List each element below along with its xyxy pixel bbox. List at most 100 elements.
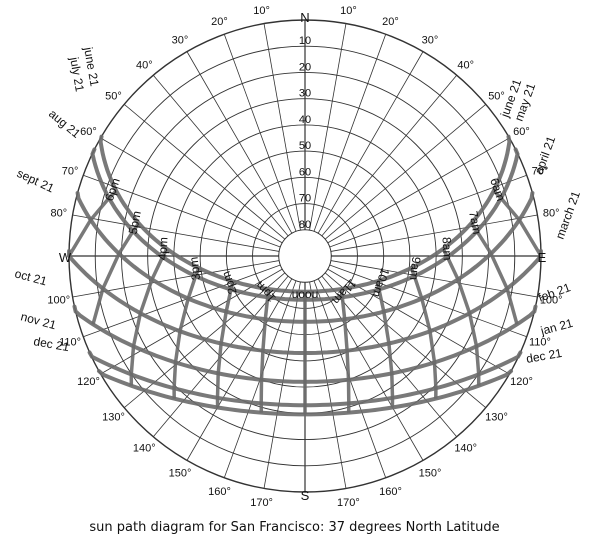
hour-line	[129, 248, 169, 386]
hour-line	[469, 222, 519, 325]
hour-label: 1pm	[253, 278, 279, 305]
date-label-left-oct: oct 21	[13, 266, 49, 288]
azimuth-label: 70°	[532, 165, 549, 177]
azimuth-label: 10°	[340, 5, 357, 17]
azimuth-label: 160°	[379, 486, 402, 498]
azimuth-label: 20°	[211, 16, 228, 28]
azimuth-label: 30°	[172, 34, 189, 46]
azimuth-label: 70°	[62, 165, 79, 177]
date-label-left-nov: nov 21	[19, 309, 58, 332]
altitude-label: 10	[299, 35, 311, 47]
hour-label: 4pm	[155, 237, 170, 261]
hour-line	[492, 189, 543, 257]
azimuth-label: 40°	[136, 59, 153, 71]
azimuth-line	[263, 281, 301, 489]
compass-west: W	[59, 250, 72, 265]
azimuth-line	[186, 278, 293, 461]
azimuth-label: 140°	[133, 443, 156, 455]
compass-east: E	[538, 250, 547, 265]
azimuth-label: 100°	[47, 294, 70, 306]
azimuth-label: 130°	[102, 412, 125, 424]
altitude-label: 40	[299, 114, 311, 126]
azimuth-line	[327, 137, 510, 244]
azimuth-line	[100, 137, 283, 244]
altitude-label: 80	[299, 219, 311, 231]
hour-label: 5pm	[126, 210, 144, 236]
azimuth-line	[72, 214, 280, 252]
azimuth-label: 20°	[382, 16, 399, 28]
azimuth-label: 110°	[529, 337, 551, 349]
hour-label: 3pm	[187, 256, 204, 281]
azimuth-label: 80°	[50, 208, 67, 220]
altitude-label: 50	[299, 140, 311, 152]
azimuth-label: 120°	[77, 376, 100, 388]
azimuth-label: 160°	[208, 486, 231, 498]
hour-line	[215, 280, 235, 408]
diagram-labels: 10 20 30 40 50 60 70 80 10° 20° 30° 40° 50° 60° 70° 80°…	[47, 5, 562, 509]
azimuth-label: 50°	[488, 90, 505, 102]
azimuth-label: 60°	[80, 126, 97, 138]
altitude-label: 30	[299, 88, 311, 100]
azimuth-line	[123, 103, 286, 240]
azimuth-label: 40°	[457, 59, 474, 71]
hour-label: 9am	[407, 256, 424, 281]
hour-label: 8am	[439, 237, 454, 261]
diagram-caption: sun path diagram for San Francisco: 37 d…	[89, 520, 500, 535]
hour-line	[375, 280, 395, 408]
hour-line	[441, 248, 481, 386]
azimuth-line	[223, 34, 297, 232]
azimuth-label: 130°	[485, 412, 508, 424]
date-label-left-aug: aug 21	[46, 107, 83, 142]
hour-line	[172, 267, 201, 399]
hour-line	[91, 222, 141, 325]
azimuth-label: 140°	[454, 443, 477, 455]
azimuth-label: 100°	[540, 294, 563, 306]
altitude-label: 70	[299, 193, 311, 205]
azimuth-line	[83, 264, 281, 338]
azimuth-label: 30°	[422, 34, 439, 46]
hour-line	[409, 267, 438, 399]
azimuth-line	[330, 214, 538, 252]
azimuth-label: 170°	[337, 497, 360, 509]
azimuth-label: 120°	[510, 376, 533, 388]
hour-label: 2pm	[219, 269, 240, 296]
azimuth-line	[321, 74, 458, 237]
azimuth-label: 150°	[169, 468, 192, 480]
date-label-left-dec: dec 21	[32, 334, 70, 354]
azimuth-label: 80°	[543, 208, 560, 220]
azimuth-label: 170°	[250, 497, 273, 509]
sun-path-diagram: 10 20 30 40 50 60 70 80 10° 20° 30° 40° 50° 60° 70° 80°…	[13, 5, 583, 509]
altitude-label: 20	[299, 61, 311, 73]
zenith-circle	[278, 229, 332, 283]
hour-lines	[67, 189, 543, 415]
azimuth-line	[263, 23, 301, 231]
azimuth-line	[329, 264, 527, 338]
azimuth-line	[317, 51, 424, 234]
altitude-label: 60	[299, 166, 311, 178]
azimuth-line	[313, 34, 387, 232]
azimuth-label: 50°	[105, 90, 122, 102]
hour-line	[339, 288, 351, 413]
compass-south: S	[301, 488, 310, 503]
date-label-left-july: july 21	[67, 55, 87, 93]
date-label-right-jan: jan 21	[538, 316, 574, 338]
azimuth-label: 60°	[513, 126, 530, 138]
date-label-left-june: june 21	[81, 45, 102, 88]
azimuth-line	[324, 103, 487, 240]
date-label-left-sept: sept 21	[15, 166, 57, 195]
azimuth-label: 10°	[253, 5, 270, 17]
azimuth-line	[309, 281, 347, 489]
azimuth-line	[309, 23, 347, 231]
date-label-right-dec: dec 21	[525, 346, 563, 366]
hour-line	[67, 189, 118, 257]
date-label-right-april: april 21	[532, 134, 559, 176]
azimuth-line	[186, 51, 293, 234]
azimuth-line	[317, 278, 424, 461]
hour-line	[259, 288, 271, 413]
azimuth-label: 110°	[59, 337, 81, 349]
azimuth-label: 150°	[419, 468, 442, 480]
hour-label: 7am	[466, 210, 484, 236]
azimuth-line	[152, 74, 289, 237]
hour-label: noon	[292, 289, 319, 303]
compass-north: N	[300, 10, 309, 25]
